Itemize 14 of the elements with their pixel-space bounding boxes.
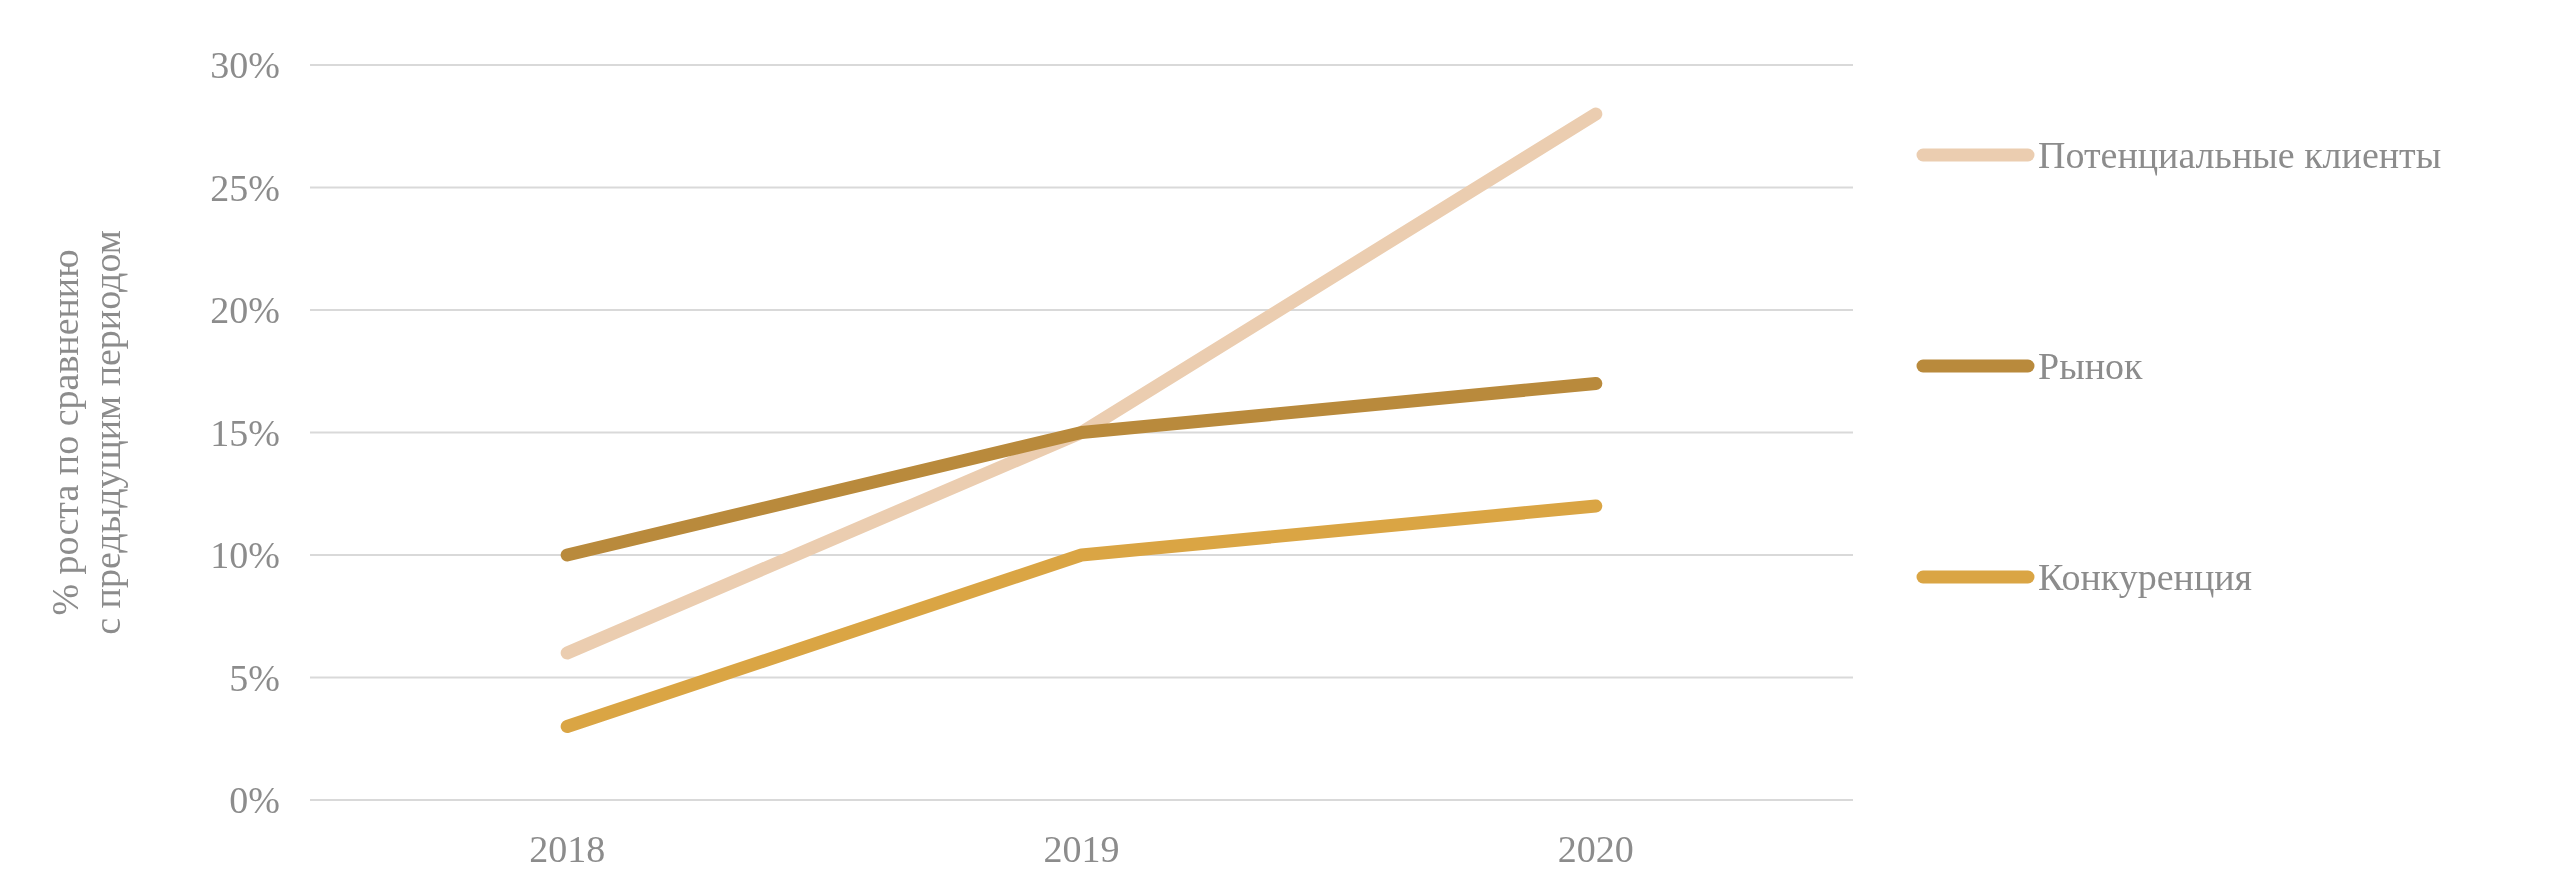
x-tick-label: 2020 <box>1557 828 1634 870</box>
y-tick-label: 15% <box>210 411 280 454</box>
y-tick-label: 25% <box>210 166 280 209</box>
y-tick-label: 5% <box>229 656 280 699</box>
y-tick-label: 10% <box>210 534 280 577</box>
legend-label: Рынок <box>2038 345 2143 388</box>
y-tick-label: 0% <box>229 779 280 822</box>
x-tick-label: 2018 <box>529 828 606 870</box>
y-tick-label: 20% <box>210 289 280 332</box>
legend-label: Конкуренция <box>2038 556 2253 599</box>
y-axis-title: % роста по сравнению с предыдущим периодом <box>44 230 128 635</box>
y-tick-label: 30% <box>210 44 280 87</box>
legend-label: Потенциальные клиенты <box>2038 134 2442 177</box>
x-tick-label: 2019 <box>1043 828 1120 870</box>
